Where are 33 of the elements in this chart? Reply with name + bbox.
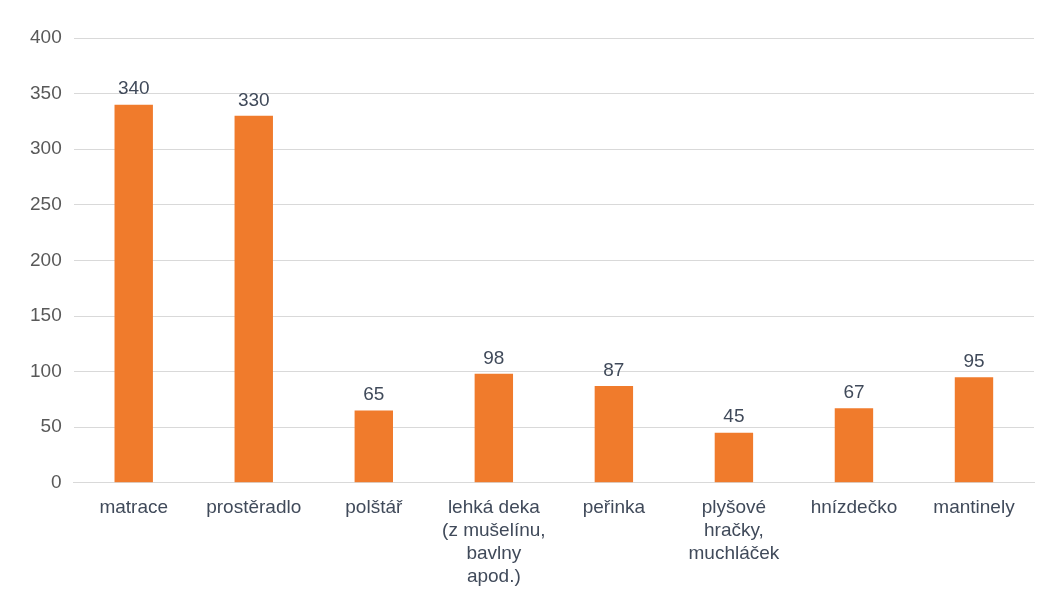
- y-tick-label: 50: [40, 415, 62, 437]
- y-tick-label: 400: [30, 26, 62, 48]
- data-label: 87: [603, 358, 625, 380]
- y-tick-label: 150: [30, 304, 62, 326]
- x-tick-label: polštář: [345, 496, 403, 518]
- y-tick-label: 250: [30, 193, 62, 215]
- data-label: 98: [483, 346, 505, 368]
- data-label: 45: [723, 405, 745, 427]
- x-tick-label: prostěradlo: [206, 496, 302, 518]
- x-tick-label: peřinka: [582, 496, 646, 518]
- bar: [954, 377, 994, 483]
- x-tick-label: matrace: [99, 496, 169, 518]
- data-label: 65: [363, 383, 385, 405]
- bar: [714, 432, 754, 483]
- y-tick-label: 350: [30, 81, 62, 103]
- data-label: 340: [117, 77, 150, 99]
- x-tick-label: hnízdečko: [810, 496, 898, 518]
- data-label: 330: [237, 88, 270, 110]
- y-tick-label: 200: [30, 248, 62, 270]
- x-tick-label: plyšové hračky, muchláček: [688, 496, 780, 564]
- data-label: 95: [963, 349, 985, 371]
- bar: [834, 408, 874, 483]
- y-tick-label: 100: [30, 359, 62, 381]
- y-tick-label: 300: [30, 137, 62, 159]
- bar: [474, 373, 514, 483]
- bar: [234, 115, 273, 483]
- y-tick-label: 0: [51, 471, 62, 493]
- bar: [114, 104, 153, 483]
- x-tick-label: mantinely: [933, 496, 1016, 518]
- x-tick-label: lehká deka (z mušelínu, bavlny apod.): [442, 496, 546, 586]
- data-label: 67: [843, 381, 865, 403]
- bar: [594, 386, 634, 483]
- bar: [354, 410, 393, 483]
